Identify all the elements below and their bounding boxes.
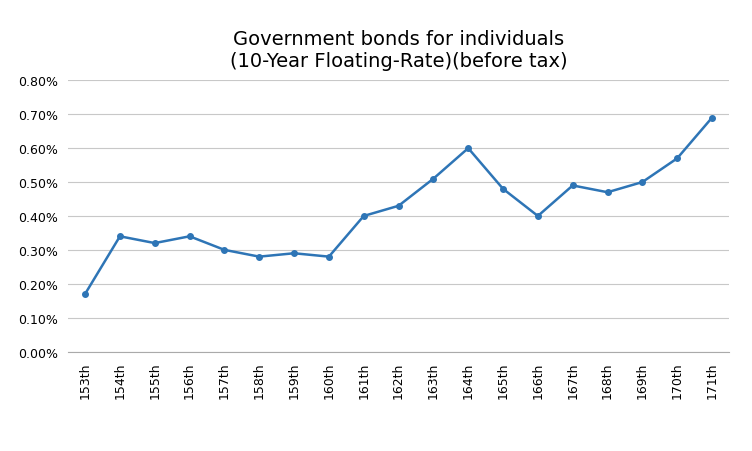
Title: Government bonds for individuals
(10-Year Floating-Rate)(before tax): Government bonds for individuals (10-Yea… [230,30,567,71]
